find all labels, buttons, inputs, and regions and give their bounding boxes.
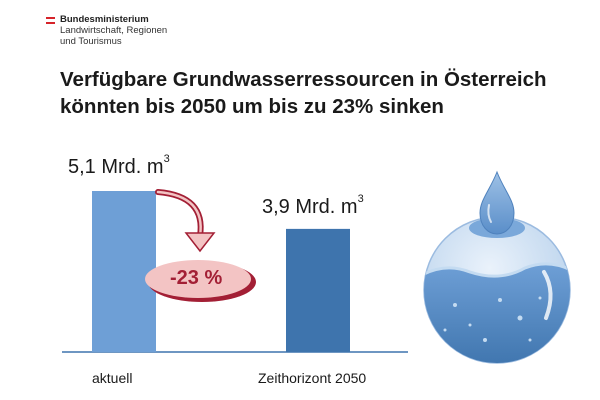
decrease-arrow-head: [184, 232, 216, 253]
ministry-name-line2: Landwirtschaft, Regionen: [60, 25, 168, 36]
ministry-logo: Bundesministerium Landwirtschaft, Region…: [46, 14, 167, 47]
bar-2050: [286, 228, 350, 352]
chart-title-line2: könnten bis 2050 um bis zu 23% sinken: [60, 95, 444, 118]
chart-title: Verfügbare Grundwasserressourcen in Öste…: [60, 66, 590, 120]
ministry-name-line1: Bundesministerium: [60, 14, 149, 25]
bar-aktuell: [92, 191, 156, 352]
change-label: -23 %: [170, 267, 223, 289]
ministry-name: Bundesministerium Landwirtschaft, Region…: [60, 14, 167, 47]
austria-flag-icon: [46, 17, 55, 24]
value-label-aktuell: 5,1 Mrd. m3: [68, 153, 170, 178]
change-badge: [145, 260, 251, 298]
category-label-aktuell: aktuell: [92, 370, 133, 386]
water-drop-globe-icon: [423, 170, 571, 364]
chart-title-line1: Verfügbare Grundwasserressourcen in Öste…: [60, 68, 547, 91]
decrease-arrow: [155, 189, 204, 239]
value-label-2050: 3,9 Mrd. m3: [262, 193, 364, 218]
ministry-name-line3: und Tourismus: [60, 36, 122, 47]
category-label-2050: Zeithorizont 2050: [258, 370, 367, 386]
